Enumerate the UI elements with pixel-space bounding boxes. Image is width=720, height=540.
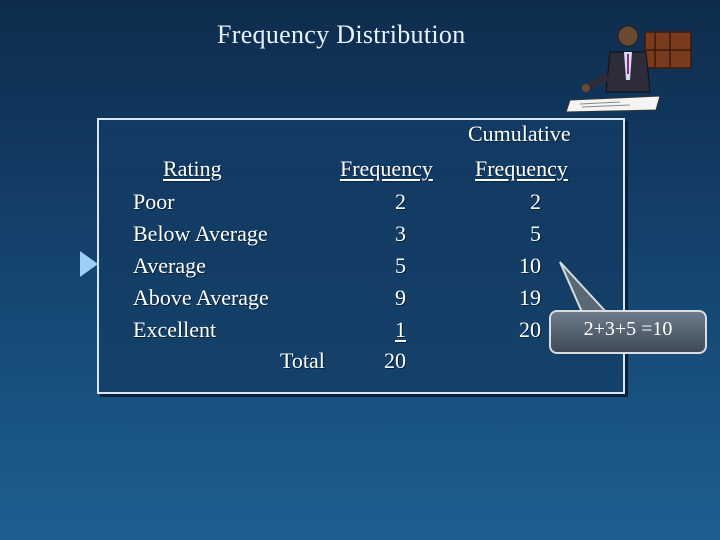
triangle-pointer-icon bbox=[80, 251, 98, 277]
table-frame bbox=[97, 118, 625, 394]
row-label: Excellent bbox=[133, 317, 217, 342]
total-label: Total bbox=[280, 348, 325, 373]
row-frequency: 2 bbox=[395, 189, 406, 214]
businessman-at-desk-icon bbox=[565, 25, 692, 113]
row-label: Above Average bbox=[133, 285, 269, 310]
row-label: Poor bbox=[133, 189, 175, 214]
row-frequency: 3 bbox=[395, 221, 406, 246]
slide-title: Frequency Distribution bbox=[217, 20, 466, 49]
row-cumulative: 20 bbox=[519, 317, 541, 342]
callout-text: 2+3+5 =10 bbox=[583, 318, 673, 340]
row-frequency: 5 bbox=[395, 253, 406, 278]
row-cumulative: 10 bbox=[519, 253, 541, 278]
row-frequency: 9 bbox=[395, 285, 406, 310]
header-rating: Rating bbox=[163, 156, 222, 181]
row-cumulative: 5 bbox=[530, 221, 541, 246]
header-cumulative-frequency: Frequency bbox=[475, 156, 568, 181]
row-label: Below Average bbox=[133, 221, 268, 246]
callout-box bbox=[549, 310, 707, 354]
total-value: 20 bbox=[384, 348, 406, 373]
row-frequency: 1 bbox=[395, 317, 406, 342]
row-cumulative: 2 bbox=[530, 189, 541, 214]
row-label: Average bbox=[133, 253, 206, 278]
header-frequency: Frequency bbox=[340, 156, 433, 181]
header-cumulative: Cumulative bbox=[468, 121, 571, 146]
row-cumulative: 19 bbox=[519, 285, 541, 310]
